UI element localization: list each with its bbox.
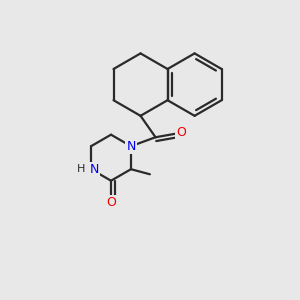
Text: N: N xyxy=(89,163,99,176)
Text: O: O xyxy=(176,126,186,139)
Text: N: N xyxy=(126,140,136,153)
Text: H: H xyxy=(76,164,85,174)
Text: O: O xyxy=(106,196,116,209)
